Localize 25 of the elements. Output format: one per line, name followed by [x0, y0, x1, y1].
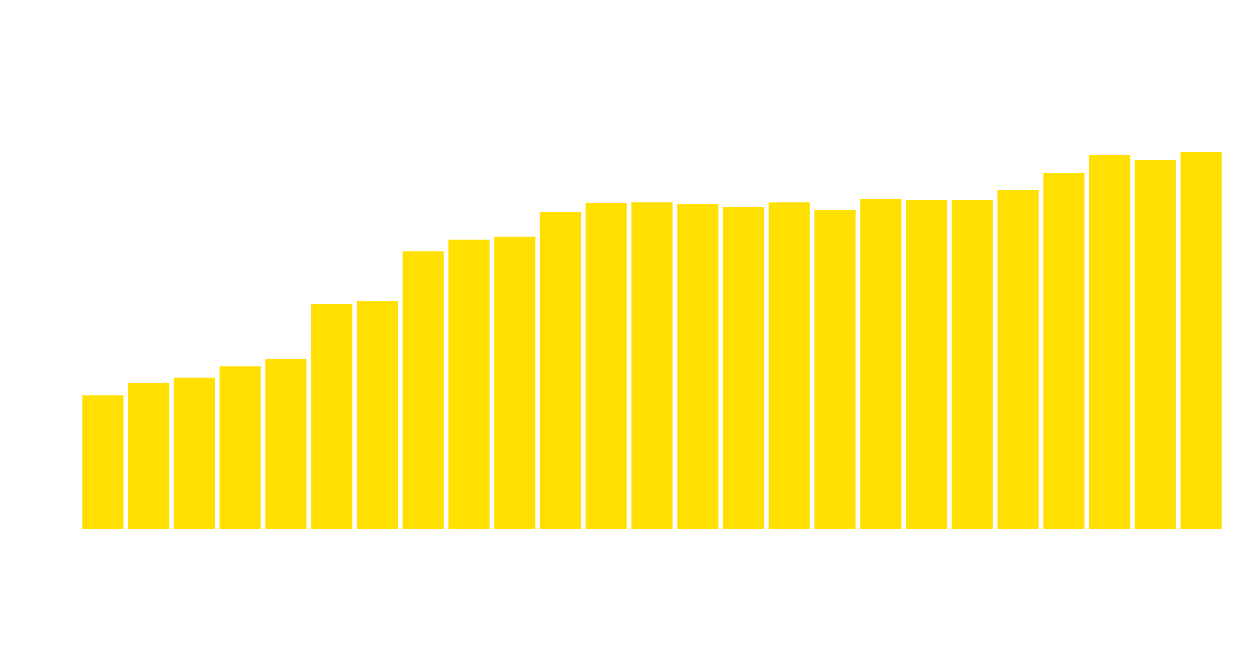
bar — [356, 300, 399, 529]
bar — [494, 236, 536, 529]
bar — [311, 303, 353, 529]
bar — [722, 207, 765, 529]
bar — [265, 358, 307, 529]
bar — [128, 383, 170, 529]
bar — [814, 210, 856, 529]
bar — [82, 395, 124, 529]
bar — [219, 366, 261, 529]
bar — [1180, 152, 1222, 529]
bar — [173, 377, 215, 529]
bar — [1089, 155, 1131, 529]
bar — [448, 239, 490, 529]
bar — [768, 202, 810, 529]
bar — [997, 190, 1039, 529]
bar — [951, 199, 993, 529]
bar — [677, 204, 719, 529]
bar — [539, 211, 582, 529]
bar — [402, 251, 444, 529]
bar — [905, 199, 948, 529]
bar — [631, 202, 673, 529]
bar — [585, 202, 627, 529]
bar — [860, 199, 902, 529]
bar — [1134, 159, 1176, 529]
bar — [1043, 173, 1085, 529]
